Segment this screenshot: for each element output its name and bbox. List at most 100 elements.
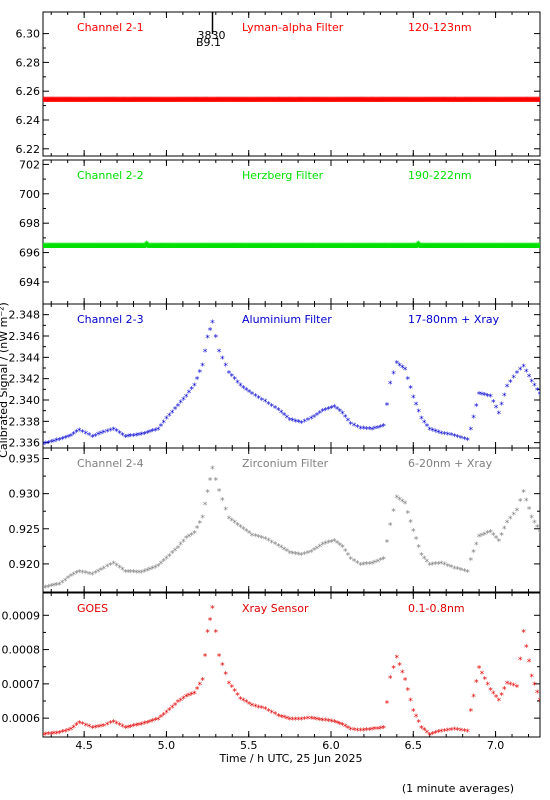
data-point: * [99,96,104,106]
data-point: * [419,415,424,425]
data-point: * [479,96,484,106]
data-point: * [384,700,389,710]
data-point: * [296,242,301,252]
data-point: * [83,242,88,252]
data-point: * [529,378,534,388]
data-point: * [81,96,86,106]
data-point: * [155,242,160,252]
data-point: * [495,242,500,252]
data-point: * [413,401,418,411]
data-point: * [424,96,429,106]
data-point: * [330,242,335,252]
data-point: * [145,241,150,251]
data-point: * [125,242,130,252]
data-point: * [400,96,405,106]
data-point: * [197,242,202,252]
data-point: * [111,718,116,728]
data-point: * [80,721,85,731]
data-point: * [495,96,500,106]
data-point: * [308,96,313,106]
data-point: * [287,549,292,559]
data-point: * [445,242,450,252]
data-point: * [427,561,432,571]
data-point: * [167,242,172,252]
data-point: * [164,415,169,425]
data-point: * [202,652,207,662]
data-point: * [206,242,211,252]
data-point: * [348,421,353,431]
data-point: * [282,96,287,106]
data-point: * [51,730,56,740]
data-point: * [381,242,386,252]
data-point: * [419,242,424,252]
data-point: * [411,394,416,404]
data-point: * [526,373,531,383]
data-point: * [262,398,267,408]
data-point: * [521,628,526,638]
data-point: * [507,242,512,252]
data-point: * [329,405,334,415]
data-point: * [114,428,119,438]
data-point: * [165,242,170,252]
data-point: * [336,242,341,252]
data-point: * [367,426,372,436]
data-point: * [165,96,170,106]
data-point: * [240,242,245,252]
data-point: * [238,523,243,533]
data-point: * [115,96,120,106]
data-point: * [120,431,125,441]
data-point: * [356,242,361,252]
data-point: * [328,96,333,106]
data-point: * [407,242,412,252]
data-point: * [384,538,389,548]
data-point: * [205,242,210,252]
data-point: * [423,242,428,252]
data-point: * [461,96,466,106]
data-point: * [101,723,106,733]
data-point: * [493,242,498,252]
data-point: * [237,96,242,106]
data-point: * [504,519,509,529]
data-point: * [439,430,444,440]
data-point: * [145,96,150,106]
data-point: * [194,375,199,385]
data-point: * [523,96,528,106]
data-point: * [367,560,372,570]
data-point: * [354,242,359,252]
data-point: * [412,242,417,252]
data-point: * [142,242,147,252]
data-point: * [428,96,433,106]
data-point: * [191,96,196,106]
data-point: * [215,96,220,106]
data-point: * [150,242,155,252]
data-point: * [317,96,322,106]
data-point: * [442,561,447,571]
data-point: * [78,96,83,106]
data-point: * [498,242,503,252]
data-point: * [145,429,150,439]
data-point: * [404,96,409,106]
data-point: * [305,715,310,725]
data-point: * [434,242,439,252]
data-point: * [166,96,171,106]
data-point: * [178,697,183,707]
data-point: * [120,242,125,252]
data-point: * [207,477,212,487]
data-point: * [175,544,180,554]
data-point: * [216,652,221,662]
data-point: * [351,422,356,432]
data-point: * [285,96,290,106]
data-point: * [528,96,533,106]
data-point: * [186,692,191,702]
data-point: * [300,96,305,106]
data-point: * [535,689,540,699]
data-point: * [185,242,190,252]
data-point: * [297,96,302,106]
data-point: * [278,242,283,252]
data-point: * [411,242,416,252]
data-point: * [74,96,79,106]
data-point: * [393,96,398,106]
data-point: * [497,96,502,106]
data-point: * [433,428,438,438]
data-point: * [127,96,132,106]
